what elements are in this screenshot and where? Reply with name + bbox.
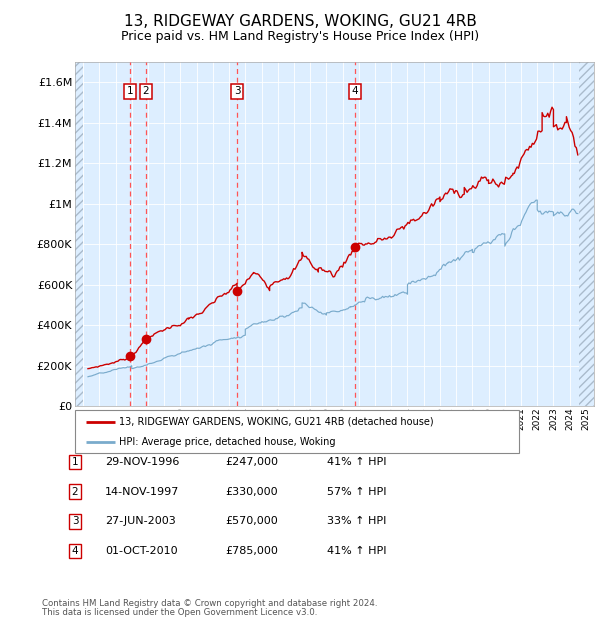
- FancyBboxPatch shape: [75, 410, 519, 453]
- Text: 3: 3: [71, 516, 79, 526]
- Text: 27-JUN-2003: 27-JUN-2003: [105, 516, 176, 526]
- Text: 14-NOV-1997: 14-NOV-1997: [105, 487, 179, 497]
- Text: 1: 1: [71, 457, 79, 467]
- Text: 13, RIDGEWAY GARDENS, WOKING, GU21 4RB (detached house): 13, RIDGEWAY GARDENS, WOKING, GU21 4RB (…: [119, 417, 434, 427]
- Text: 1: 1: [127, 86, 134, 96]
- Text: 01-OCT-2010: 01-OCT-2010: [105, 546, 178, 556]
- Text: 29-NOV-1996: 29-NOV-1996: [105, 457, 179, 467]
- Text: Contains HM Land Registry data © Crown copyright and database right 2024.: Contains HM Land Registry data © Crown c…: [42, 598, 377, 608]
- Text: 41% ↑ HPI: 41% ↑ HPI: [327, 457, 386, 467]
- Text: Price paid vs. HM Land Registry's House Price Index (HPI): Price paid vs. HM Land Registry's House …: [121, 30, 479, 43]
- Text: HPI: Average price, detached house, Woking: HPI: Average price, detached house, Woki…: [119, 437, 336, 447]
- Text: 4: 4: [352, 86, 358, 96]
- Text: 13, RIDGEWAY GARDENS, WOKING, GU21 4RB: 13, RIDGEWAY GARDENS, WOKING, GU21 4RB: [124, 14, 476, 29]
- Text: £330,000: £330,000: [225, 487, 278, 497]
- Text: 2: 2: [71, 487, 79, 497]
- Text: 57% ↑ HPI: 57% ↑ HPI: [327, 487, 386, 497]
- Text: This data is licensed under the Open Government Licence v3.0.: This data is licensed under the Open Gov…: [42, 608, 317, 617]
- Text: 41% ↑ HPI: 41% ↑ HPI: [327, 546, 386, 556]
- Text: 4: 4: [71, 546, 79, 556]
- Text: £785,000: £785,000: [225, 546, 278, 556]
- Text: 3: 3: [234, 86, 241, 96]
- Text: £570,000: £570,000: [225, 516, 278, 526]
- Text: 33% ↑ HPI: 33% ↑ HPI: [327, 516, 386, 526]
- Text: 2: 2: [143, 86, 149, 96]
- Bar: [578, 62, 594, 406]
- Bar: [75, 62, 83, 406]
- Text: £247,000: £247,000: [225, 457, 278, 467]
